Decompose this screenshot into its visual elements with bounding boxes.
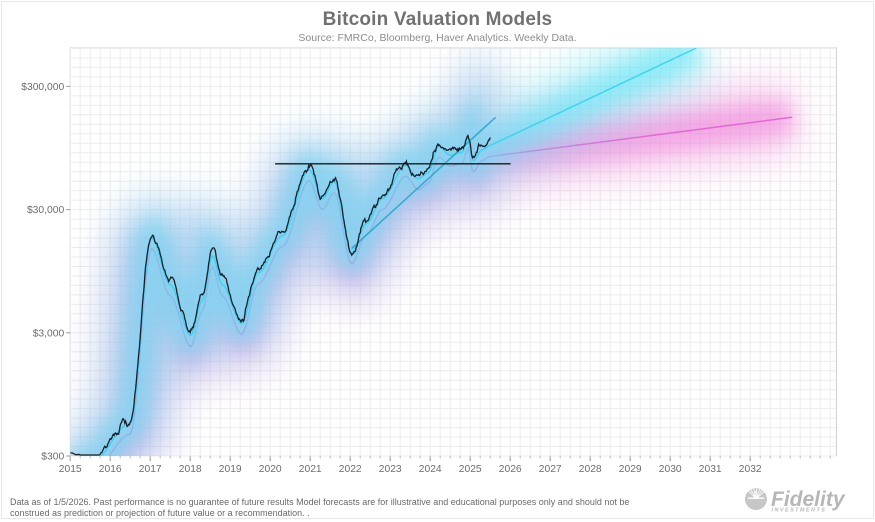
svg-text:2016: 2016 — [99, 464, 122, 475]
svg-text:2029: 2029 — [619, 464, 642, 475]
svg-text:2031: 2031 — [699, 464, 722, 475]
svg-text:$30,000: $30,000 — [27, 205, 64, 216]
svg-text:$3,000: $3,000 — [33, 328, 65, 339]
svg-text:2017: 2017 — [139, 464, 162, 475]
svg-text:$300,000: $300,000 — [21, 82, 64, 93]
svg-text:2021: 2021 — [299, 464, 322, 475]
svg-text:2015: 2015 — [59, 464, 82, 475]
svg-text:$300: $300 — [41, 452, 64, 463]
svg-text:2020: 2020 — [259, 464, 282, 475]
svg-text:2018: 2018 — [179, 464, 202, 475]
svg-text:2019: 2019 — [219, 464, 242, 475]
svg-text:2026: 2026 — [499, 464, 522, 475]
svg-text:2024: 2024 — [419, 464, 442, 475]
svg-text:2032: 2032 — [739, 464, 762, 475]
svg-text:2027: 2027 — [539, 464, 562, 475]
svg-text:INVESTMENTS: INVESTMENTS — [772, 508, 827, 514]
svg-text:2028: 2028 — [579, 464, 602, 475]
svg-text:2025: 2025 — [459, 464, 482, 475]
svg-text:2030: 2030 — [659, 464, 682, 475]
svg-text:2022: 2022 — [339, 464, 362, 475]
svg-text:2023: 2023 — [379, 464, 402, 475]
